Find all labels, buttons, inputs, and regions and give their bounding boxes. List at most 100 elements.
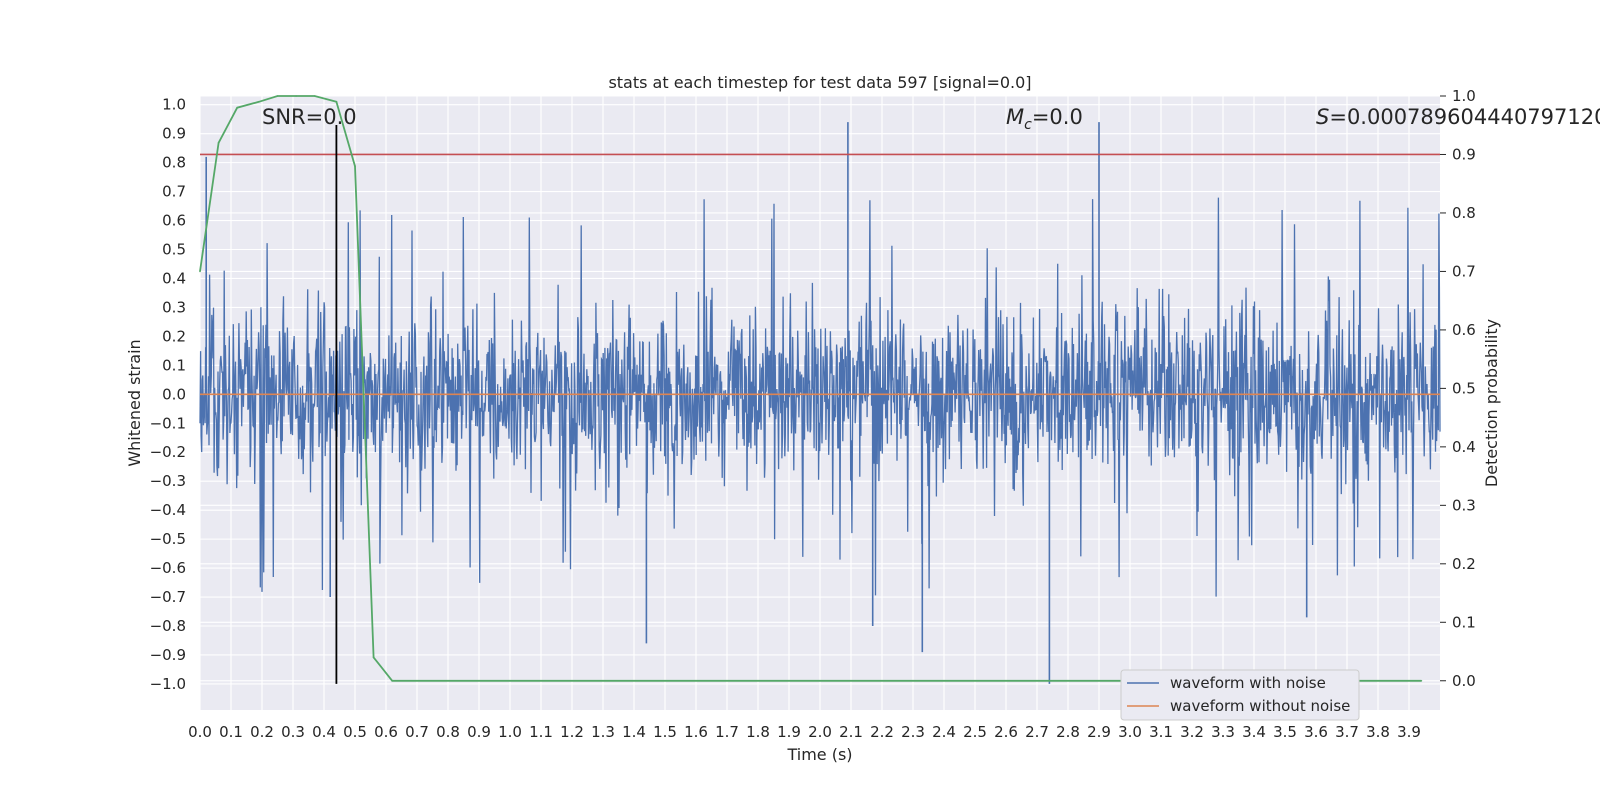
y-tick-label: 0.3 [162,298,186,316]
x-tick-label: 3.7 [1335,723,1359,741]
x-tick-label: 1.9 [777,723,801,741]
probability-point [391,679,394,682]
x-tick-label: 2.8 [1056,723,1080,741]
x-tick-label: 0.1 [219,723,243,741]
y-tick-label: −0.4 [150,501,186,519]
noise-series-path [199,197,1441,597]
probability-point [431,679,434,682]
x-tick-label: 1.7 [715,723,739,741]
y2-tick-label: 0.8 [1452,204,1476,222]
mc-subscript: c [1024,117,1032,133]
x-tick-label: 3.3 [1211,723,1235,741]
y2-tick-label: 0.1 [1452,613,1476,631]
x-tick-label: 1.3 [591,723,615,741]
x-tick-label: 0.0 [188,723,212,741]
legend-box [1120,669,1360,721]
x-tick-label: 3.8 [1366,723,1390,741]
x-tick-label: 3.0 [1118,723,1142,741]
x-tick-label: 3.2 [1180,723,1204,741]
x-tick-label: 3.9 [1397,723,1421,741]
x-tick-label: 1.4 [622,723,646,741]
mc-annotation: Mc=0.0 [1006,105,1083,133]
probability-point [335,101,338,103]
x-tick-label: 2.2 [870,723,894,741]
x-axis-label: Time (s) [786,745,852,764]
y-tick-label: 0.8 [162,154,186,172]
y-tick-label: 0.5 [162,241,186,259]
probability-point [372,656,375,659]
x-tick-label: 0.6 [374,723,398,741]
legend-label-clean: waveform without noise [1170,697,1350,715]
x-tick-label: 2.7 [1025,723,1049,741]
probability-point [509,679,511,682]
x-tick-label: 2.5 [963,723,987,741]
y-tick-label: 0.7 [162,183,186,201]
y-tick-label: −0.2 [150,443,186,461]
y-tick-label: −0.9 [150,646,186,664]
probability-series-path [199,95,1422,682]
mc-value: =0.0 [1032,105,1083,129]
y2-tick-label: 0.0 [1452,672,1476,690]
x-tick-label: 2.3 [901,723,925,741]
probability-point [313,95,316,97]
y-tick-label: −1.0 [150,675,186,693]
x-tick-label: 2.0 [808,723,832,741]
x-tick-label: 1.5 [653,723,677,741]
probability-point [943,679,945,682]
x-tick-label: 0.4 [312,723,336,741]
x-tick-label: 2.4 [932,723,956,741]
x-tick-label: 0.3 [281,723,305,741]
s-symbol: S [1316,105,1329,129]
probability-point [199,270,201,273]
probability-point [295,95,297,97]
s-value: =0.000789604440797120 [1329,105,1600,129]
y2-tick-label: 0.5 [1452,379,1476,397]
y-tick-label: 0.2 [162,327,186,345]
y2-tick-label: 0.4 [1452,438,1476,456]
overlay [199,95,1440,684]
legend: waveform with noise waveform without noi… [1120,669,1360,721]
y-tick-label: 0.0 [162,385,186,403]
x-tick-label: 3.4 [1242,723,1266,741]
probability-point [819,679,821,682]
y2-tick-label: 0.2 [1452,555,1476,573]
probability-point [413,679,415,682]
noise-waveform [199,122,1441,684]
y-tick-label: −0.8 [150,617,186,635]
x-tick-label: 1.8 [746,723,770,741]
y-tick-label: 0.1 [162,356,186,374]
y2-axis-label: Detection probability [1482,319,1501,487]
probability-point [236,106,238,109]
probability-point [258,101,260,103]
y-tick-label: 0.9 [162,125,186,143]
x-tick-label: 2.1 [839,723,863,741]
x-tick-label: 0.7 [405,723,429,741]
y-tick-label: 0.4 [162,269,186,287]
x-tick-label: 1.1 [529,723,553,741]
snr-annotation: SNR=0.0 [262,105,357,129]
y-tick-label: 1.0 [162,96,186,114]
x-tick-label: 1.6 [684,723,708,741]
x-tick-label: 0.9 [467,723,491,741]
y-tick-label: −0.5 [150,530,186,548]
s-annotation: S=0.000789604440797120 [1316,105,1600,129]
x-tick-label: 1.0 [498,723,522,741]
probability-point [354,165,356,167]
probability-point [664,679,666,682]
x-tick-label: 0.8 [436,723,460,741]
x-tick-label: 3.1 [1149,723,1173,741]
probability-point [276,95,279,97]
y2-tick-label: 0.6 [1452,321,1476,339]
y-tick-label: −0.7 [150,588,186,606]
legend-label-noise: waveform with noise [1170,674,1326,692]
y-tick-label: −0.6 [150,559,186,577]
x-tick-label: 0.5 [343,723,367,741]
probability-point [1420,679,1423,682]
x-tick-label: 3.5 [1273,723,1297,741]
x-tick-label: 0.2 [250,723,274,741]
y2-tick-label: 0.9 [1452,145,1476,163]
x-tick-label: 2.9 [1087,723,1111,741]
y-tick-label: −0.3 [150,472,186,490]
y-axis-label: Whitened strain [125,339,144,466]
probability-point [217,141,220,144]
